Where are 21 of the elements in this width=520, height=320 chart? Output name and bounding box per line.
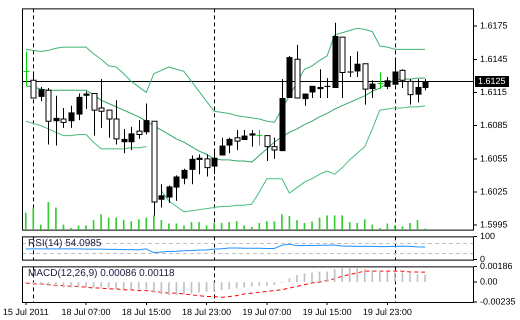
x-tick-label: 18 Jul 23:00	[182, 306, 232, 317]
x-tick-label: 19 Jul 15:00	[302, 306, 352, 317]
y-tick-label: 1.6055	[480, 153, 508, 164]
y-tick-label: -0.00235	[480, 296, 516, 306]
y-tick-label: 0.00186	[480, 260, 513, 271]
x-tick-label: 15 Jul 2011	[2, 306, 49, 317]
x-tick-label: 18 Jul 07:00	[62, 306, 111, 317]
y-tick-label: 1.5995	[480, 220, 508, 230]
y-tick-label: 1.6175	[480, 20, 508, 31]
x-tick-label: 18 Jul 15:00	[122, 306, 171, 317]
chart-title: MACD(12,26,9) 0.00086 0.00118	[28, 268, 176, 280]
y-tick-label: 1.6085	[480, 120, 508, 130]
chart-title: RSI(14) 54.0985	[28, 238, 102, 250]
y-tick-label: 1.6025	[480, 186, 508, 196]
y-tick-label: 1.6115	[480, 86, 507, 97]
y-tick-label: 1.6145	[480, 54, 508, 64]
x-tick-label: 19 Jul 23:00	[362, 306, 412, 317]
x-tick-label: 19 Jul 07:00	[242, 306, 292, 317]
ref-line-label: 1.6125	[475, 76, 509, 87]
y-tick-label: 0.00	[480, 276, 498, 287]
y-tick-label: 100	[480, 230, 496, 241]
